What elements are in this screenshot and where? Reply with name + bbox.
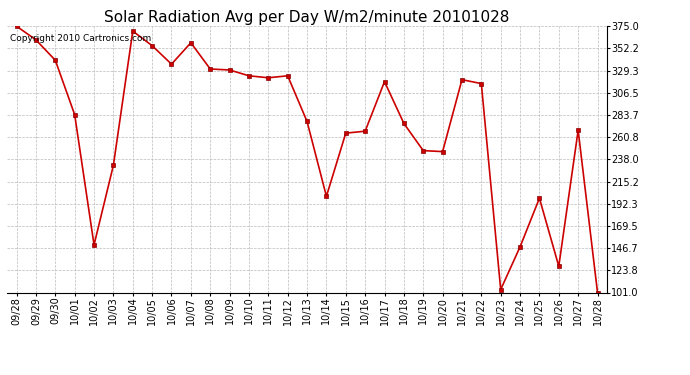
Text: Copyright 2010 Cartronics.com: Copyright 2010 Cartronics.com (10, 34, 151, 43)
Title: Solar Radiation Avg per Day W/m2/minute 20101028: Solar Radiation Avg per Day W/m2/minute … (104, 10, 510, 25)
